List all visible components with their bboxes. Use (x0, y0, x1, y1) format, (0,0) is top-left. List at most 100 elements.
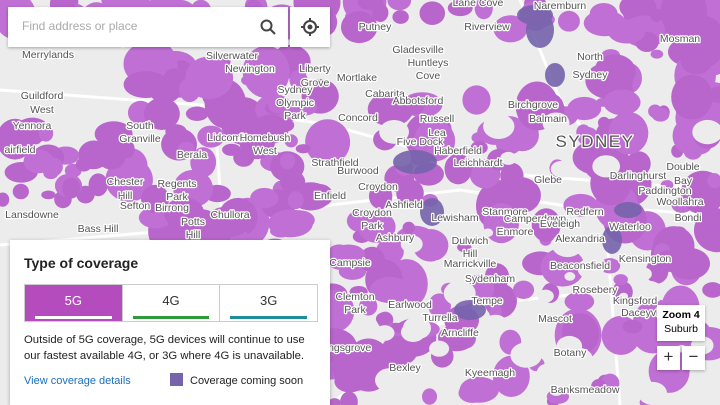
coverage-area (377, 268, 395, 279)
map-label: Paddington (638, 185, 691, 197)
coverage-area (599, 258, 621, 274)
map-label: Glebe (534, 174, 562, 186)
no-coverage (536, 363, 558, 381)
map-label: Turrella (422, 312, 457, 324)
zoom-in[interactable]: + (657, 346, 680, 370)
map-label: Balmain (529, 113, 567, 125)
coverage-tabs: 5G 4G 3G (24, 284, 318, 322)
map-label: Campsie (329, 257, 371, 269)
map-label: Homebush (240, 132, 291, 144)
search-placeholder: Find address or place (22, 19, 138, 33)
map-label: Grove (301, 77, 330, 89)
coverage-area (655, 249, 687, 272)
map-label: Birchgrove (508, 99, 558, 111)
zoom-out[interactable]: − (682, 346, 705, 370)
coverage-area (651, 108, 670, 122)
tab-5g[interactable]: 5G (25, 285, 122, 321)
map-label: Regents (157, 178, 196, 190)
no-coverage (692, 119, 720, 145)
coming-soon-area (545, 63, 565, 87)
map-label: North (577, 51, 603, 63)
search-icon[interactable] (260, 19, 276, 35)
coverage-area (197, 125, 225, 148)
map-label: Arncliffe (441, 327, 479, 339)
map-label: Park (344, 304, 366, 316)
no-coverage (537, 289, 554, 303)
coverage-area (185, 106, 209, 121)
map-label: Berala (177, 149, 208, 161)
map-label: Stanmore (482, 206, 528, 218)
coverage-area (608, 111, 649, 155)
map-label: Kingsgrove (319, 342, 372, 354)
coverage-area (462, 85, 491, 115)
coverage-area (660, 180, 674, 191)
no-coverage (443, 207, 461, 222)
coverage-area (62, 177, 81, 199)
coverage-area (563, 193, 599, 217)
coming-soon-area (602, 226, 622, 254)
coverage-area (41, 190, 56, 200)
map-label: Mosman (660, 33, 700, 45)
coverage-area (671, 74, 713, 120)
no-coverage (635, 267, 652, 281)
map-label: airfield (5, 144, 36, 156)
map-label: Enmore (497, 226, 534, 238)
map-label: Birrong (155, 202, 189, 214)
map-label: Gladesville (392, 44, 444, 56)
map-label: Bexley (389, 362, 421, 374)
no-coverage (375, 325, 395, 341)
coverage-area (331, 244, 366, 265)
map-label: Marrickville (444, 258, 497, 270)
coverage-area (359, 296, 378, 316)
map-label: West (253, 145, 277, 157)
coverage-area (38, 124, 54, 142)
map-label: Croydon (358, 181, 398, 193)
coverage-area (693, 208, 720, 253)
map-label: Dulwich (452, 235, 489, 247)
no-coverage (542, 112, 570, 135)
coverage-area (250, 187, 279, 209)
coverage-area (680, 45, 713, 75)
search-box[interactable]: Find address or place (8, 7, 288, 47)
coverage-area (295, 144, 311, 154)
coverage-area (387, 0, 412, 11)
map-label: Sydenham (465, 273, 515, 285)
coverage-coming-soon (393, 5, 642, 320)
tab-4g[interactable]: 4G (121, 285, 220, 321)
no-coverage (556, 335, 583, 357)
coverage-link[interactable]: View coverage details (24, 375, 131, 387)
no-coverage (483, 314, 508, 334)
map-label: Park (284, 110, 306, 122)
map-label: Mascot (538, 313, 572, 325)
no-coverage (510, 342, 543, 368)
map-label: Yennora (13, 120, 52, 132)
no-coverage (551, 231, 584, 258)
no-coverage (400, 235, 423, 253)
map-label: Park (361, 220, 383, 232)
map-label: Liberty (299, 63, 331, 75)
map-label: Sefton (120, 200, 151, 212)
map-label: South (126, 120, 154, 132)
coverage-area (280, 170, 306, 194)
coverage-area (242, 45, 290, 99)
no-coverage (375, 368, 406, 393)
coverage-area (493, 15, 528, 43)
tab-3g[interactable]: 3G (219, 285, 317, 321)
no-coverage (618, 292, 629, 300)
map-label: Kingsford (613, 295, 658, 307)
coming-soon-area (420, 198, 444, 226)
coverage-area (531, 208, 561, 242)
coverage-area (458, 383, 487, 403)
coverage-area (367, 92, 414, 127)
locate-button[interactable] (290, 7, 330, 47)
no-coverage (592, 155, 621, 178)
map-label: Potts (181, 216, 205, 228)
map-label: Newington (225, 63, 275, 75)
coverage-area (143, 97, 180, 131)
coverage-area (419, 1, 446, 26)
map-label: Tempe (471, 295, 503, 307)
coverage-area (613, 274, 628, 286)
map-label: Lewisham (431, 212, 479, 224)
coverage-area (368, 183, 393, 210)
